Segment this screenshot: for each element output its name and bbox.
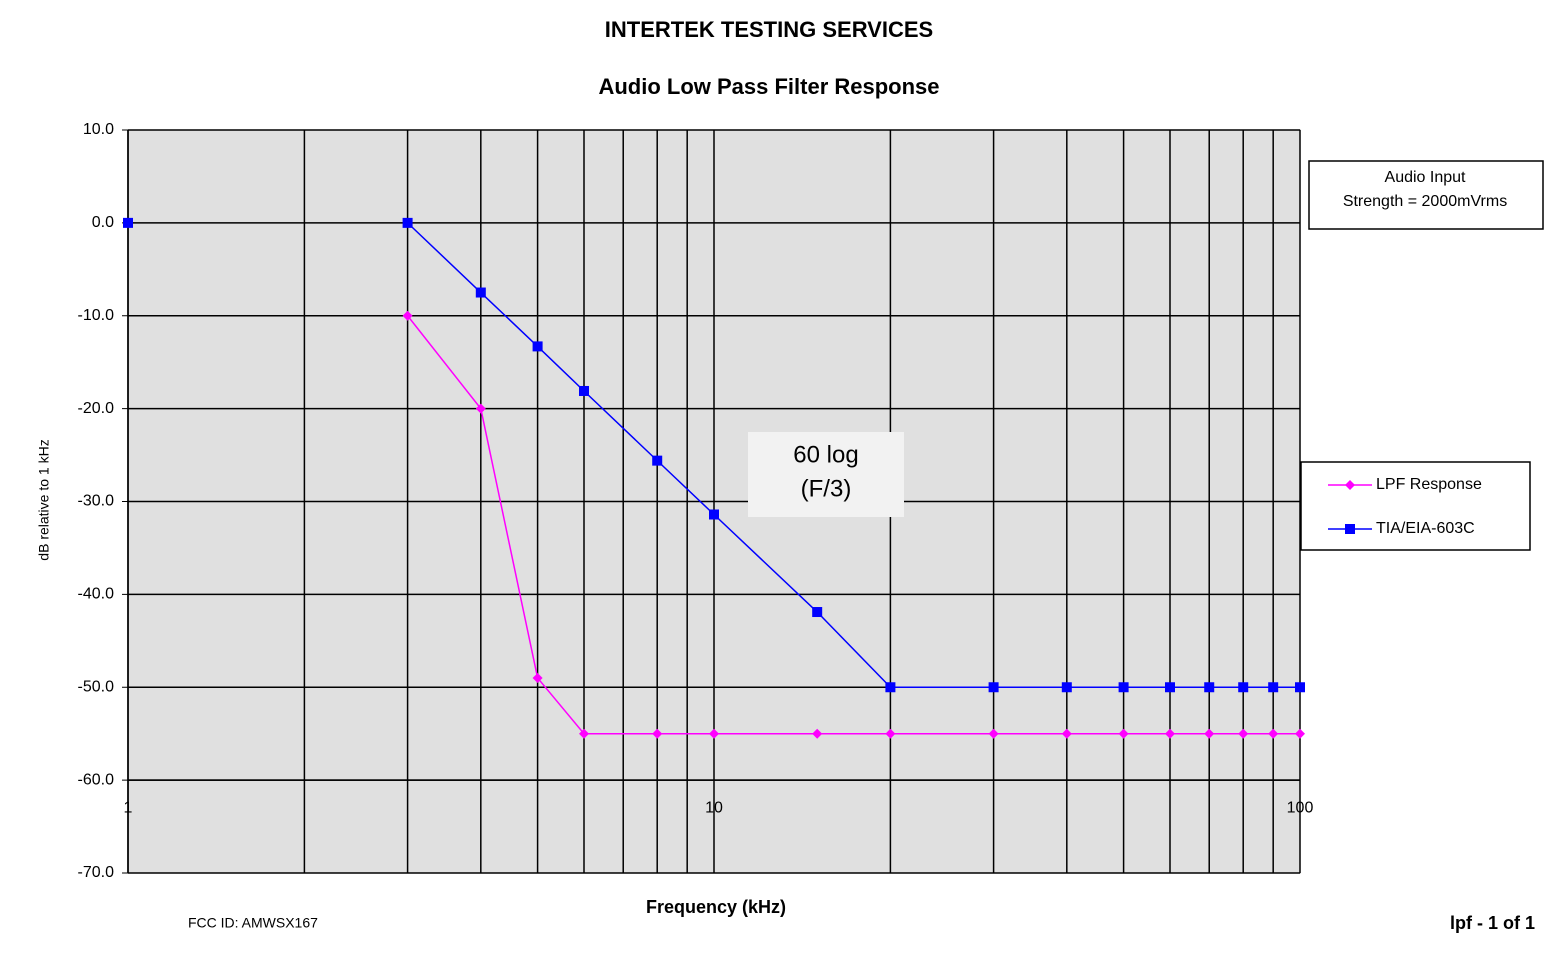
marker [885, 682, 896, 693]
marker [1268, 728, 1279, 739]
marker [402, 310, 413, 321]
marker [1238, 728, 1249, 739]
chart-title: INTERTEK TESTING SERVICES [605, 17, 933, 42]
input-note-text: Audio Input [1385, 169, 1467, 186]
marker [578, 728, 589, 739]
marker [475, 287, 486, 298]
input-note-box [1308, 160, 1544, 230]
marker [1118, 728, 1129, 739]
marker [1345, 524, 1355, 534]
marker [532, 672, 543, 683]
marker [1164, 728, 1175, 739]
marker [1295, 728, 1305, 739]
marker [812, 728, 823, 739]
marker [402, 217, 413, 228]
marker [1204, 682, 1215, 693]
marker [885, 728, 896, 739]
x-axis-label: Frequency (kHz) [646, 897, 786, 917]
marker [1164, 682, 1175, 693]
marker [1061, 682, 1072, 693]
marker [1295, 682, 1305, 693]
marker [1061, 728, 1072, 739]
marker [578, 385, 589, 396]
y-tick-label: 10.0 [83, 121, 114, 138]
marker [1118, 682, 1129, 693]
marker [812, 607, 823, 618]
footer-right: lpf - 1 of 1 [1450, 913, 1535, 933]
marker [1345, 480, 1355, 490]
legend-label: LPF Response [1376, 476, 1482, 493]
note-text: (F/3) [801, 475, 852, 502]
footer-left: FCC ID: AMWSX167 [188, 915, 318, 931]
x-tick-label: 10 [705, 799, 723, 816]
marker [1238, 682, 1249, 693]
marker [709, 509, 719, 520]
legend-box [1300, 461, 1531, 551]
marker [988, 728, 999, 739]
y-tick-label: -50.0 [78, 678, 115, 695]
marker [652, 455, 663, 466]
y-tick-label: -30.0 [78, 493, 115, 510]
series-line [407, 222, 1300, 688]
y-tick-label: -60.0 [78, 771, 115, 788]
y-tick-label: -20.0 [78, 400, 115, 417]
y-tick-label: -40.0 [78, 586, 115, 603]
y-axis-label: dB relative to 1 kHz [36, 439, 52, 560]
chart-subtitle: Audio Low Pass Filter Response [598, 74, 939, 99]
series-line [407, 315, 1300, 735]
marker [475, 403, 486, 414]
input-note-text: Strength = 2000mVrms [1343, 193, 1507, 210]
legend-label: TIA/EIA-603C [1376, 520, 1475, 537]
y-tick-label: 0.0 [92, 214, 114, 231]
marker [709, 728, 719, 739]
y-tick-label: -70.0 [78, 864, 115, 881]
marker [1268, 682, 1279, 693]
marker [532, 341, 543, 352]
marker [988, 682, 999, 693]
x-tick-label: 100 [1287, 799, 1314, 816]
note-box [748, 432, 904, 517]
legend: LPF Response TIA/EIA-603C [1300, 461, 1531, 551]
marker [652, 728, 663, 739]
marker [123, 217, 133, 228]
y-tick-label: -10.0 [78, 307, 115, 324]
marker [1204, 728, 1215, 739]
note-text: 60 log [793, 441, 858, 468]
